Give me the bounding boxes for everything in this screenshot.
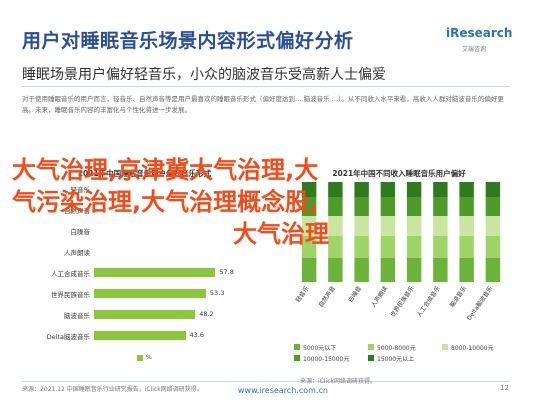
right-legend-label: 5000元以下 [303,345,336,352]
right-stack-segment [485,182,501,197]
right-stack-segment [301,197,317,216]
summary-note: 对于使用睡眠音乐的用户而言，轻音乐、自然声音等是用户最喜欢的睡眠音乐形式（偏好度… [22,95,504,114]
left-bar [94,268,216,277]
overlay-text: 大气治理,京津冀大气治理,大 气污染治理,大气治理概念股, 大气治理 [0,154,533,250]
right-stack-segment [301,236,317,258]
left-value-label: 53.3 [209,289,225,297]
right-stack-segment [459,216,474,236]
right-legend-swatch [294,344,300,350]
overlay-line-3: 大气治理 [233,220,329,248]
right-category-label: 轻音乐 [294,285,311,304]
right-stack-segment [328,258,343,282]
right-stacked-chart: 2021年中国不同收入睡眠音乐用户偏好 轻音乐 自然声音 白噪音 人声朗读 世界民族音乐… [284,168,514,373]
right-stack-segment [328,197,343,216]
left-category-label: 白噪音 [70,228,91,236]
right-stack-segment [433,197,448,216]
left-category-label: 轻音乐 [70,186,91,194]
footer-site: www.iresearch.com.cn [238,386,328,395]
left-category-label: 自然声音 [64,207,90,215]
iresearch-logo: iResearch [446,26,513,40]
page-number: 12 [500,384,509,392]
right-stack-segment [354,258,369,282]
right-category-label: 白噪音 [346,285,363,304]
right-stack-segment [354,197,369,216]
right-legend-label: 8000-10000元 [451,345,494,352]
right-stack-segment [433,216,448,236]
right-stack-segment [380,197,396,216]
right-stack-segment [406,182,422,197]
left-bar [94,289,206,298]
left-category-label: 人声朗读 [64,249,90,257]
right-stack-segment [380,182,396,197]
right-stack-segment [380,216,396,236]
right-legend-swatch [368,344,374,350]
right-category-label: 人工合成音乐 [415,285,442,319]
right-stack-segment [354,216,369,236]
right-stack-segment [459,258,474,282]
right-category-label: 脑波音乐 [448,285,468,309]
left-chart-title: 2021年中国睡眠音乐用户偏好音乐形式 [77,169,212,178]
right-stack-segment [459,197,474,216]
right-legend-label: 10000-15000元 [303,356,349,363]
page-subtitle: 睡眠场景用户偏好轻音乐，小众的脑波音乐受高薪人士偏爱 [22,67,386,83]
right-stack-segment [485,236,501,258]
right-category-label: 自然声音 [317,285,337,309]
right-stack-segment [328,236,343,258]
left-value-label: 57.8 [219,268,234,276]
right-legend-label: 15000元以上 [377,355,414,363]
right-stack-segment [380,258,396,282]
right-stack-segment [459,236,474,258]
left-bar [94,331,186,340]
right-stack-segment [406,258,422,282]
right-legend-label: 5000-8000元 [377,345,416,352]
right-stack-segment [485,216,501,236]
left-category-label: 人工合成音乐 [51,270,90,278]
right-legend-swatch [442,344,448,350]
left-legend: % [137,354,152,361]
right-category-label: Delta脑波音乐 [465,285,495,322]
right-chart-title: 2021年中国不同收入睡眠音乐用户偏好 [332,169,466,178]
right-stack-segment [380,236,396,258]
right-stack-segment [433,182,448,197]
right-stack-segment [485,258,501,282]
page-title: 用户对睡眠音乐场景内容形式偏好分析 [22,30,354,52]
overlay-line-1: 大气治理,京津冀大气治理,大 [12,156,319,184]
left-value-label: 48.2 [199,310,214,318]
right-stack-segment [433,236,448,258]
right-stack-segment [406,236,422,258]
right-stack-segment [406,216,422,236]
right-stack-segment [301,182,317,197]
footer-divider [22,381,510,382]
left-value-label: 43.6 [189,331,205,339]
right-stack-segment [433,258,448,282]
right-stack-segment [485,197,501,216]
logo-subtitle: 艾瑞咨询 [462,46,487,53]
source-note: 来源：2021.12 中国睡眠音乐行业研究报告，iClick网络调研获得。 [22,386,203,393]
right-stack-segment [354,236,369,258]
left-category-label: Delta脑波音乐 [46,333,90,341]
right-category-label: 世界民族音乐 [389,285,416,319]
right-stack-segment [406,197,422,216]
left-category-label: 世界民族音乐 [51,291,90,299]
right-legend-swatch [368,355,374,361]
header-divider [22,86,510,87]
right-stack-segment [328,182,343,197]
right-stack-segment [301,258,317,282]
right-category-label: 人声朗读 [369,285,389,309]
right-stack-segment [459,182,474,197]
right-legend-swatch [294,355,300,361]
source-note-right: 来源：iClick网络调研获得。 [300,378,376,385]
right-stack-segment [328,216,343,236]
overlay-line-2: 气污染治理,大气治理概念股, [12,188,319,216]
left-category-label: 脑波音乐 [64,312,90,320]
left-bar [94,310,196,319]
right-stack-segment [301,216,317,236]
left-bar-chart: 2021年中国睡眠音乐用户偏好音乐形式 轻音乐自然声音白噪音人声朗读人工合成音乐… [22,168,267,373]
right-stack-segment [354,182,369,197]
